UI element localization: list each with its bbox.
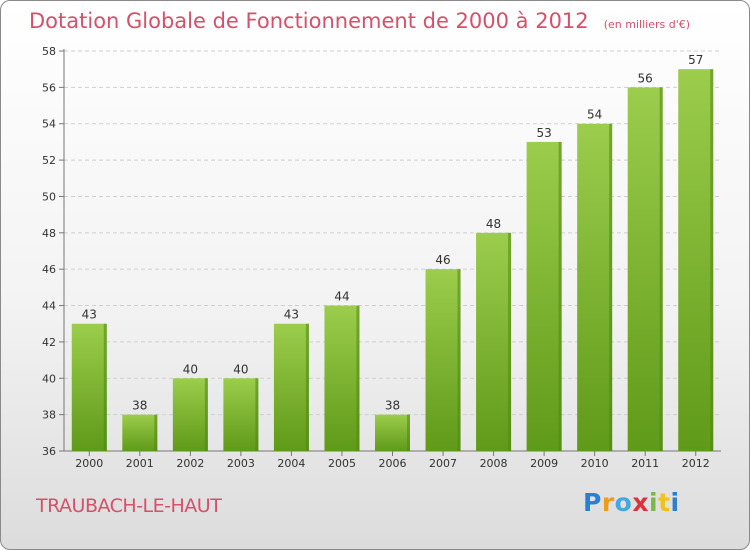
logo-letter: o	[614, 488, 633, 517]
x-tick-label: 2002	[176, 457, 204, 470]
y-tick-label: 36	[42, 445, 56, 458]
x-tick-label: 2012	[682, 457, 710, 470]
y-tick-label: 38	[42, 409, 56, 422]
logo-letter: i	[649, 488, 659, 517]
bar-shade	[204, 378, 208, 451]
data-label: 54	[587, 108, 602, 122]
x-tick-label: 2003	[227, 457, 255, 470]
data-label: 44	[334, 290, 349, 304]
bar-shade	[255, 378, 259, 451]
y-tick-label: 46	[42, 263, 56, 276]
y-tick-label: 50	[42, 190, 56, 203]
y-tick-label: 44	[42, 300, 56, 313]
x-tick-label: 2000	[75, 457, 103, 470]
bar	[476, 232, 512, 451]
y-tick-label: 58	[42, 45, 56, 58]
data-label: 53	[536, 126, 551, 140]
logo-letter: x	[632, 488, 649, 517]
data-label: 56	[638, 71, 653, 85]
bar-shade	[457, 269, 461, 451]
data-label: 38	[385, 399, 400, 413]
data-label: 40	[233, 362, 248, 376]
chart-title: Dotation Globale de Fonctionnement de 20…	[29, 9, 589, 33]
x-tick-label: 2010	[581, 457, 609, 470]
data-label: 48	[486, 217, 501, 231]
bar-shade	[154, 414, 158, 451]
y-tick-label: 42	[42, 336, 56, 349]
axes	[59, 49, 721, 456]
x-tick-labels: 2000 2001 2002 2003 2004 2005 2006 2007 2008 2009…	[75, 457, 709, 470]
bar	[122, 414, 158, 451]
logo-letter: i	[670, 488, 680, 517]
bar-shade	[659, 87, 663, 451]
bar	[223, 378, 259, 451]
proxiti-logo[interactable]: Proxiti	[583, 488, 680, 517]
bar	[627, 87, 663, 451]
logo-letter: r	[601, 488, 615, 517]
bar-shade	[558, 141, 562, 451]
bar-shade	[305, 323, 309, 451]
x-tick-label: 2004	[277, 457, 305, 470]
x-tick-label: 2008	[480, 457, 508, 470]
title-row: Dotation Globale de Fonctionnement de 20…	[29, 9, 690, 33]
data-label: 43	[82, 308, 97, 322]
data-label: 46	[435, 253, 450, 267]
x-tick-label: 2005	[328, 457, 356, 470]
chart-unit: (en milliers d'€)	[603, 18, 691, 31]
bar	[172, 378, 208, 451]
bar	[71, 323, 107, 451]
data-label: 57	[688, 53, 703, 67]
bar-shade	[609, 123, 613, 452]
x-tick-label: 2009	[530, 457, 558, 470]
bar	[324, 305, 360, 451]
bar-shade	[710, 69, 714, 451]
data-labels: 43 38 40 40 43 44 38 46 48 53 54 56 57	[82, 53, 704, 412]
logo-letter: t	[658, 488, 671, 517]
y-tick-labels: 36 38 40 42 44 46 48 50 52 54 56 58	[42, 45, 56, 458]
bar-shade	[103, 323, 107, 451]
bars	[71, 69, 714, 452]
data-label: 38	[132, 399, 147, 413]
x-tick-label: 2011	[631, 457, 659, 470]
x-tick-label: 2007	[429, 457, 457, 470]
data-label: 40	[183, 362, 198, 376]
y-tick-label: 48	[42, 227, 56, 240]
bar-shade	[407, 414, 410, 451]
data-label: 43	[284, 308, 299, 322]
y-tick-label: 54	[42, 118, 56, 131]
bar	[425, 269, 461, 451]
city-name: TRAUBACH-LE-HAUT	[36, 495, 222, 517]
bar	[526, 141, 562, 451]
bar	[375, 414, 410, 451]
bar	[273, 323, 309, 451]
bar-shade	[508, 232, 512, 451]
bar	[678, 69, 714, 451]
logo-letter: P	[583, 488, 602, 517]
bar	[577, 123, 613, 452]
y-tick-label: 52	[42, 154, 56, 167]
y-tick-label: 40	[42, 372, 56, 385]
bar-shade	[356, 305, 360, 451]
x-tick-label: 2001	[126, 457, 154, 470]
x-tick-label: 2006	[379, 457, 407, 470]
grid-lines	[64, 50, 721, 416]
y-tick-label: 56	[42, 81, 56, 94]
